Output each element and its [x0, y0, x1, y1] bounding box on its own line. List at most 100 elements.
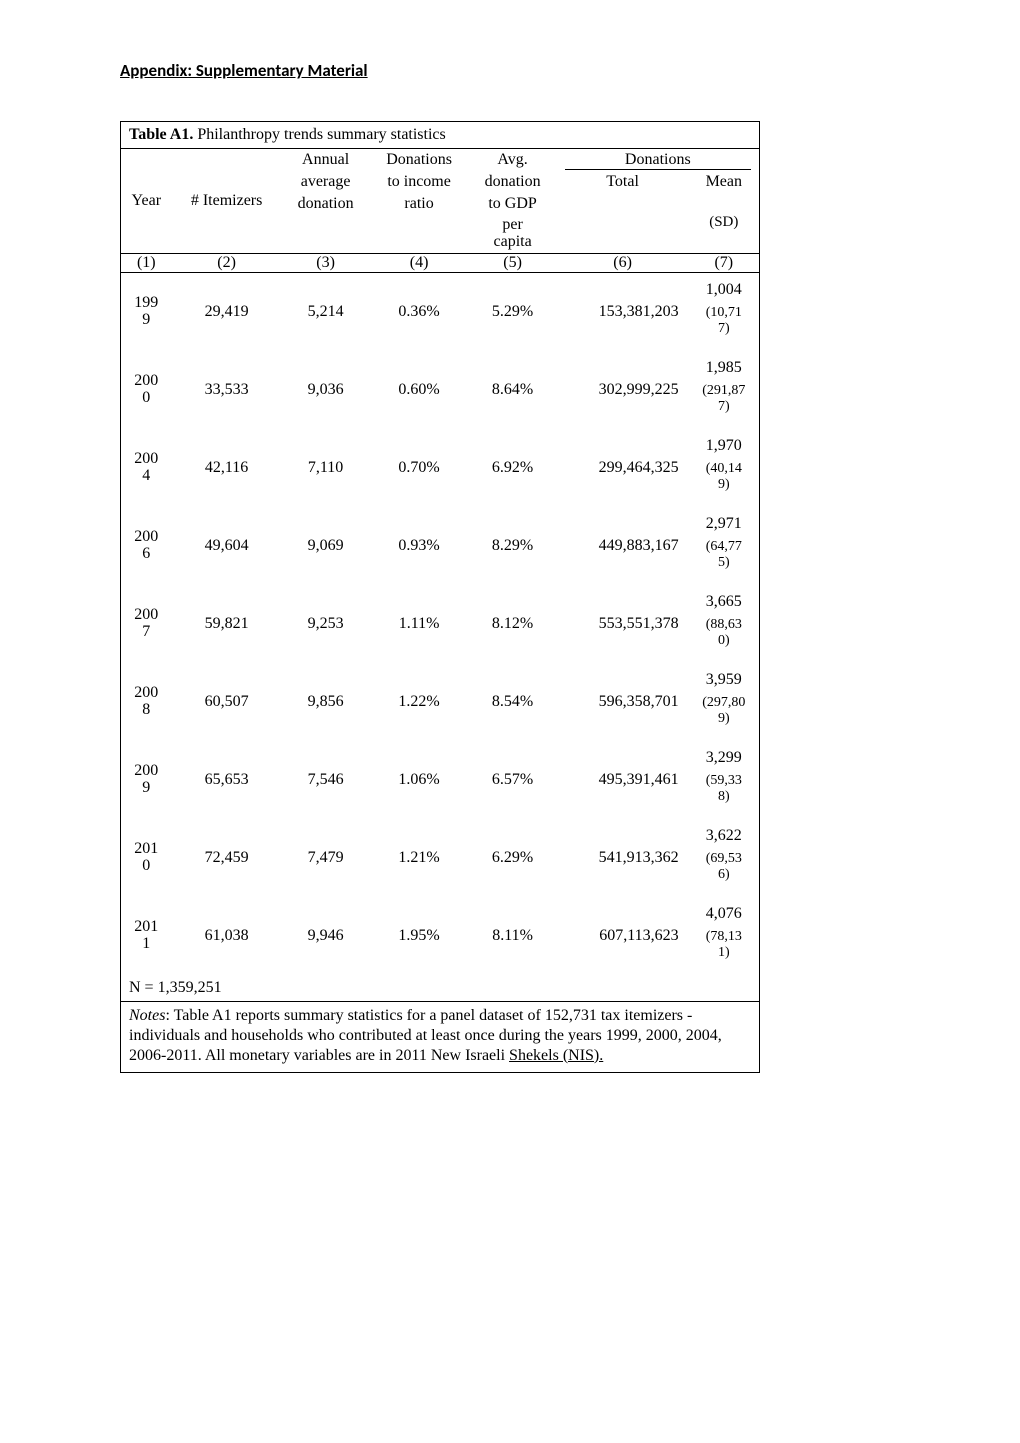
table-row: 200033,5339,0360.60%8.64%302,999,2251,98… [121, 351, 759, 379]
cell-annual: 9,856 [282, 663, 370, 741]
cell-mean: 3,665 [689, 585, 759, 613]
cell-dratio: 0.70% [370, 429, 469, 507]
notes-rest: : Table A1 reports summary statistics fo… [129, 1007, 722, 1064]
hdr-dratio-2: to income [370, 171, 469, 193]
cell-avg: 8.11% [469, 897, 557, 975]
hdr-donations: Donations [625, 151, 691, 168]
cell-annual: 9,069 [282, 507, 370, 585]
cell-mean: 2,971 [689, 507, 759, 535]
n-value: N = 1,359,251 [121, 975, 759, 1002]
hdr-dratio-1: Donations [370, 149, 469, 172]
cell-avg: 8.64% [469, 351, 557, 429]
cell-avg: 6.29% [469, 819, 557, 897]
cell-total: 449,883,167 [557, 507, 689, 585]
table-row: 201072,4597,4791.21%6.29%541,913,3623,62… [121, 819, 759, 847]
cell-itemizers: 59,821 [172, 585, 282, 663]
cell-itemizers: 72,459 [172, 819, 282, 897]
cell-itemizers: 49,604 [172, 507, 282, 585]
cell-year: 2007 [121, 585, 172, 663]
hdr-annual-1: Annual [282, 149, 370, 172]
hdr-itemizers: # Itemizers [172, 149, 282, 254]
cell-sd: (40,149) [689, 457, 759, 507]
table-row: 201161,0389,9461.95%8.11%607,113,6234,07… [121, 897, 759, 925]
cell-mean: 3,299 [689, 741, 759, 769]
table-row: 200759,8219,2531.11%8.12%553,551,3783,66… [121, 585, 759, 613]
cell-mean: 4,076 [689, 897, 759, 925]
hdr-total: Total [557, 171, 689, 253]
cell-year: 2008 [121, 663, 172, 741]
cell-dratio: 0.36% [370, 272, 469, 351]
cell-annual: 5,214 [282, 272, 370, 351]
table-a1: Table A1. Philanthropy trends summary st… [120, 121, 760, 1073]
colnum-1: (1) [121, 253, 172, 272]
notes-last: Shekels (NIS). [509, 1047, 603, 1064]
n-row: N = 1,359,251 [121, 975, 759, 1002]
hdr-dratio-3: ratio [370, 193, 469, 253]
cell-itemizers: 65,653 [172, 741, 282, 819]
cell-itemizers: 60,507 [172, 663, 282, 741]
table-row: 200860,5079,8561.22%8.54%596,358,7013,95… [121, 663, 759, 691]
header-row-1: Year # Itemizers Annual Donations Avg. D… [121, 149, 759, 172]
column-number-row: (1) (2) (3) (4) (5) (6) (7) [121, 253, 759, 272]
cell-dratio: 0.93% [370, 507, 469, 585]
notes-row: Notes: Table A1 reports summary statisti… [121, 1001, 759, 1072]
hdr-avg-3: to GDP [469, 193, 557, 215]
cell-year: 2011 [121, 897, 172, 975]
cell-avg: 5.29% [469, 272, 557, 351]
cell-annual: 9,253 [282, 585, 370, 663]
table-caption-row: Table A1. Philanthropy trends summary st… [121, 122, 759, 149]
cell-avg: 6.92% [469, 429, 557, 507]
colnum-4: (4) [370, 253, 469, 272]
cell-avg: 8.54% [469, 663, 557, 741]
cell-dratio: 0.60% [370, 351, 469, 429]
cell-sd: (59,338) [689, 769, 759, 819]
cell-dratio: 1.95% [370, 897, 469, 975]
hdr-sd: (SD) [689, 193, 759, 253]
cell-avg: 8.12% [469, 585, 557, 663]
hdr-avg-1: Avg. [469, 149, 557, 172]
cell-annual: 9,946 [282, 897, 370, 975]
hdr-avg-5: capita [493, 233, 531, 250]
cell-sd: (297,809) [689, 691, 759, 741]
cell-dratio: 1.11% [370, 585, 469, 663]
cell-total: 541,913,362 [557, 819, 689, 897]
cell-itemizers: 33,533 [172, 351, 282, 429]
cell-avg: 8.29% [469, 507, 557, 585]
cell-total: 299,464,325 [557, 429, 689, 507]
caption-bold: Table A1. [129, 126, 193, 143]
cell-dratio: 1.06% [370, 741, 469, 819]
cell-mean: 3,959 [689, 663, 759, 691]
table-row: 200442,1167,1100.70%6.92%299,464,3251,97… [121, 429, 759, 457]
cell-total: 553,551,378 [557, 585, 689, 663]
cell-sd: (69,536) [689, 847, 759, 897]
hdr-year: Year [121, 149, 172, 254]
cell-mean: 1,004 [689, 272, 759, 301]
cell-annual: 9,036 [282, 351, 370, 429]
cell-annual: 7,546 [282, 741, 370, 819]
cell-mean: 1,970 [689, 429, 759, 457]
notes-italic: Notes [129, 1007, 165, 1024]
cell-year: 2010 [121, 819, 172, 897]
colnum-3: (3) [282, 253, 370, 272]
cell-total: 302,999,225 [557, 351, 689, 429]
cell-sd: (10,717) [689, 301, 759, 351]
cell-sd: (291,877) [689, 379, 759, 429]
cell-dratio: 1.22% [370, 663, 469, 741]
colnum-5: (5) [469, 253, 557, 272]
cell-total: 607,113,623 [557, 897, 689, 975]
hdr-avg-4: per [502, 216, 522, 233]
cell-itemizers: 42,116 [172, 429, 282, 507]
appendix-heading: Appendix: Supplementary Material [120, 60, 900, 81]
hdr-avg-2: donation [469, 171, 557, 193]
cell-itemizers: 29,419 [172, 272, 282, 351]
cell-total: 153,381,203 [557, 272, 689, 351]
cell-year: 2000 [121, 351, 172, 429]
table-row: 200649,6049,0690.93%8.29%449,883,1672,97… [121, 507, 759, 535]
cell-sd: (78,131) [689, 925, 759, 975]
cell-annual: 7,110 [282, 429, 370, 507]
cell-year: 2004 [121, 429, 172, 507]
hdr-annual-3: donation [282, 193, 370, 253]
colnum-6: (6) [557, 253, 689, 272]
cell-dratio: 1.21% [370, 819, 469, 897]
table-row: 200965,6537,5461.06%6.57%495,391,4613,29… [121, 741, 759, 769]
